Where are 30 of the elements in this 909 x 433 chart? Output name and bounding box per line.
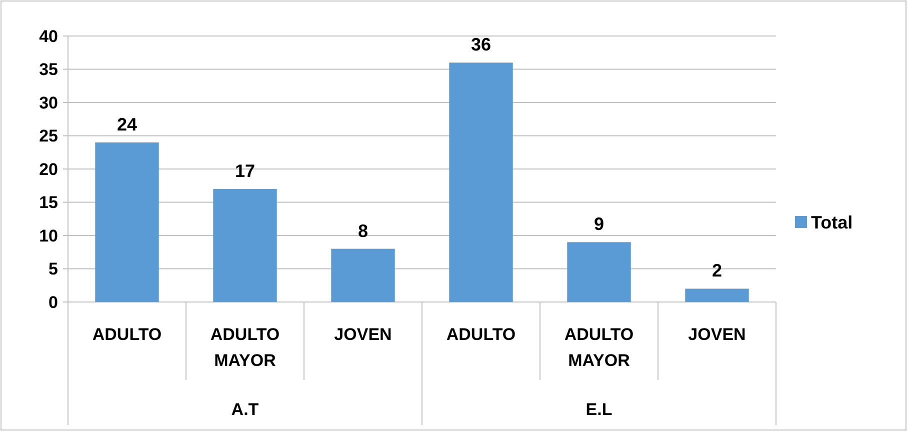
y-tick-label: 10	[39, 226, 58, 246]
x-tick-label: JOVEN	[688, 325, 746, 344]
bar	[331, 248, 395, 302]
x-tick-label: ADULTO MAYOR	[564, 325, 634, 370]
bar	[685, 288, 749, 302]
legend-label: Total	[811, 212, 853, 232]
data-label: 9	[594, 214, 604, 234]
y-tick-label: 25	[39, 126, 58, 146]
text: E.L	[586, 400, 612, 419]
data-label: 24	[116, 114, 138, 134]
data-label: 8	[358, 220, 368, 241]
y-tick-label: 0	[48, 292, 58, 312]
x-tick-label: ADULTO MAYOR	[210, 325, 280, 370]
y-tick-label: 35	[39, 60, 58, 80]
y-tick-label: 5	[48, 260, 58, 279]
bar	[567, 242, 631, 302]
data-label: 36	[470, 34, 492, 55]
y-tick-label: 15	[39, 193, 58, 212]
y-tick-label: 20	[39, 160, 58, 179]
data-label: 2	[712, 260, 722, 281]
bar	[95, 142, 159, 302]
x-tick-label: ADULTO	[446, 325, 516, 344]
bar	[213, 188, 277, 302]
y-tick-label: 30	[39, 93, 58, 112]
x-tick-label: ADULTO	[92, 325, 162, 344]
bar	[449, 62, 513, 302]
y-tick-label: 40	[39, 26, 58, 46]
text: A.T	[231, 400, 260, 419]
x-tick-label: JOVEN	[334, 325, 392, 344]
data-label: 17	[234, 160, 256, 181]
